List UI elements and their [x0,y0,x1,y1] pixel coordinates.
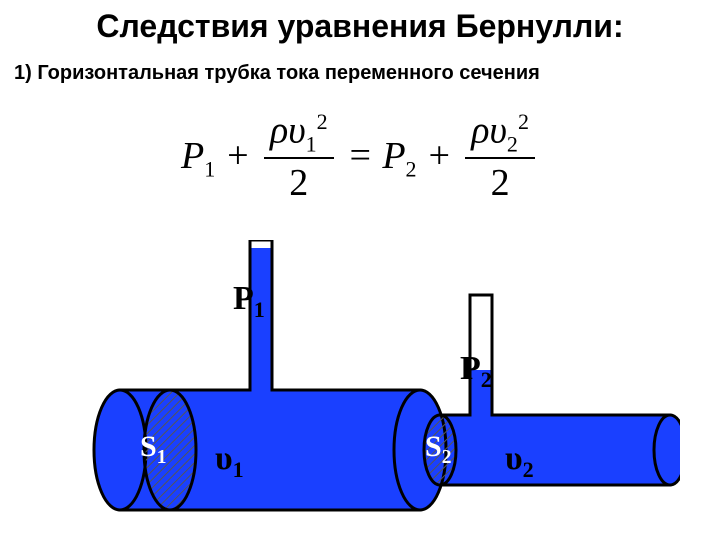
eq-frac2: ρυ22 2 [465,110,535,208]
page-title: Следствия уравнения Бернулли: [0,8,720,45]
label-s1: S1 [140,430,166,469]
label-s2: S2 [425,430,451,469]
eq-p1: P1 [181,135,215,177]
eq-p2: P2 [382,135,416,177]
eq-plus1: + [225,135,251,177]
label-v1: υ1 [215,440,244,483]
subtitle: 1) Горизонтальная трубка тока переменног… [14,62,540,85]
label-p1: P1 [233,280,265,323]
eq-plus2: + [426,135,452,177]
eq-frac1: ρυ12 2 [264,110,334,208]
pipe-svg [60,240,680,530]
pipe-diagram: P1 P2 S1 S2 υ1 υ2 [60,240,680,530]
label-p2: P2 [460,350,492,393]
eq-equals: = [347,135,373,177]
label-v2: υ2 [505,440,534,483]
bernoulli-equation: P1 + ρυ12 2 = P2 + ρυ22 2 [0,110,720,208]
